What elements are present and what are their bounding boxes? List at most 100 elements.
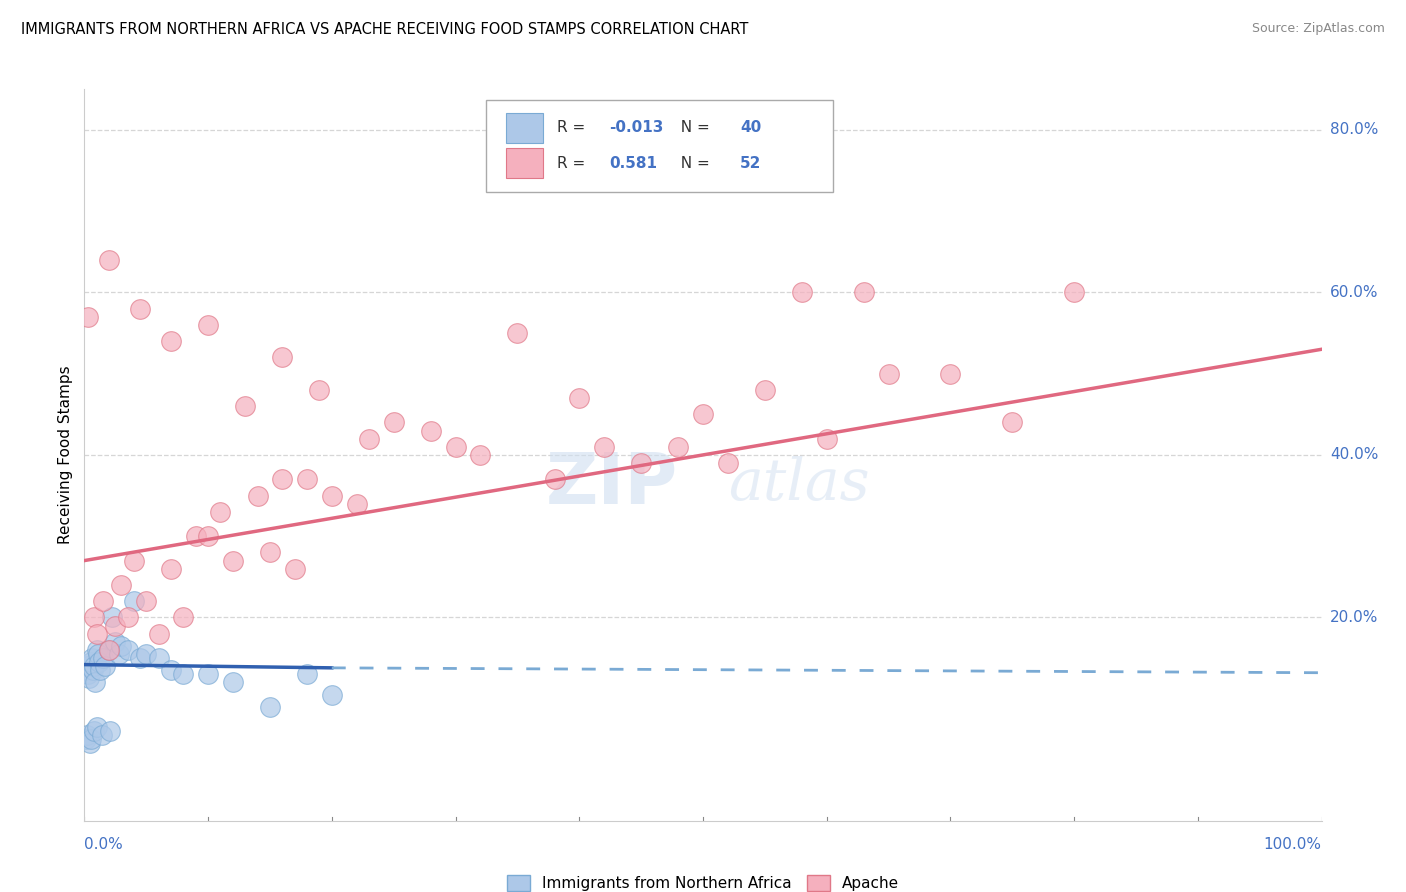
Point: [295, 472, 318, 486]
Point: [321, 489, 343, 503]
Point: [271, 472, 294, 486]
Point: [790, 285, 813, 300]
Point: [89, 655, 111, 669]
Text: 100.0%: 100.0%: [1264, 837, 1322, 852]
Point: [754, 383, 776, 397]
Point: [75, 663, 97, 677]
Point: [83, 659, 105, 673]
Point: [104, 618, 127, 632]
Point: [122, 553, 145, 567]
Point: [1063, 285, 1085, 300]
Point: [110, 578, 132, 592]
Point: [209, 505, 232, 519]
Point: [593, 440, 616, 454]
Point: [246, 489, 269, 503]
Y-axis label: Receiving Food Stamps: Receiving Food Stamps: [58, 366, 73, 544]
Point: [98, 724, 121, 739]
Point: [692, 407, 714, 421]
Point: [630, 456, 652, 470]
Point: [568, 391, 591, 405]
Point: [79, 672, 101, 686]
Point: [543, 472, 565, 486]
Text: atlas: atlas: [728, 456, 869, 512]
Point: [94, 659, 117, 673]
Point: [77, 310, 100, 324]
Point: [172, 667, 194, 681]
Text: 60.0%: 60.0%: [1330, 285, 1378, 300]
Text: 0.581: 0.581: [609, 155, 657, 170]
Text: IMMIGRANTS FROM NORTHERN AFRICA VS APACHE RECEIVING FOOD STAMPS CORRELATION CHAR: IMMIGRANTS FROM NORTHERN AFRICA VS APACH…: [21, 22, 748, 37]
Point: [852, 285, 875, 300]
Point: [86, 626, 108, 640]
Point: [222, 553, 245, 567]
Point: [135, 594, 157, 608]
Point: [197, 667, 219, 681]
FancyBboxPatch shape: [506, 113, 543, 143]
Point: [75, 732, 97, 747]
Point: [470, 448, 492, 462]
Point: [79, 655, 101, 669]
Point: [717, 456, 740, 470]
Text: R =: R =: [557, 155, 595, 170]
Point: [666, 440, 689, 454]
Point: [308, 383, 330, 397]
Point: [98, 643, 121, 657]
Point: [86, 643, 108, 657]
Point: [197, 529, 219, 543]
Point: [98, 252, 121, 267]
Point: [122, 594, 145, 608]
Point: [82, 663, 104, 677]
Point: [86, 720, 108, 734]
Point: [172, 610, 194, 624]
Text: N =: N =: [671, 120, 714, 136]
Point: [160, 334, 183, 348]
Point: [357, 432, 380, 446]
Point: [117, 610, 139, 624]
Text: 52: 52: [740, 155, 762, 170]
Point: [80, 651, 103, 665]
Point: [100, 610, 122, 624]
Point: [91, 594, 114, 608]
Point: [321, 688, 343, 702]
Text: 20.0%: 20.0%: [1330, 610, 1378, 625]
Point: [382, 416, 405, 430]
Point: [815, 432, 838, 446]
Point: [877, 367, 900, 381]
Point: [98, 643, 121, 657]
Point: [346, 497, 368, 511]
Point: [84, 675, 107, 690]
Point: [939, 367, 962, 381]
Text: R =: R =: [557, 120, 591, 136]
Text: 0.0%: 0.0%: [84, 837, 124, 852]
Point: [160, 562, 183, 576]
Text: 40: 40: [740, 120, 762, 136]
Point: [104, 635, 127, 649]
Point: [222, 675, 245, 690]
Point: [77, 667, 100, 681]
Point: [233, 399, 256, 413]
Point: [129, 301, 152, 316]
Point: [90, 728, 112, 742]
Point: [1001, 416, 1024, 430]
Text: 40.0%: 40.0%: [1330, 448, 1378, 462]
FancyBboxPatch shape: [506, 148, 543, 178]
FancyBboxPatch shape: [486, 100, 832, 192]
Point: [160, 663, 183, 677]
Point: [184, 529, 207, 543]
Point: [129, 651, 152, 665]
Point: [117, 643, 139, 657]
Point: [259, 699, 281, 714]
Point: [108, 647, 131, 661]
Point: [444, 440, 467, 454]
Point: [135, 647, 157, 661]
Text: 80.0%: 80.0%: [1330, 122, 1378, 137]
Text: ZIP: ZIP: [546, 450, 678, 518]
Text: -0.013: -0.013: [609, 120, 664, 136]
Point: [76, 659, 98, 673]
Point: [91, 651, 114, 665]
Point: [87, 647, 110, 661]
Point: [419, 424, 441, 438]
Point: [284, 562, 307, 576]
Point: [197, 318, 219, 332]
Point: [76, 728, 98, 742]
